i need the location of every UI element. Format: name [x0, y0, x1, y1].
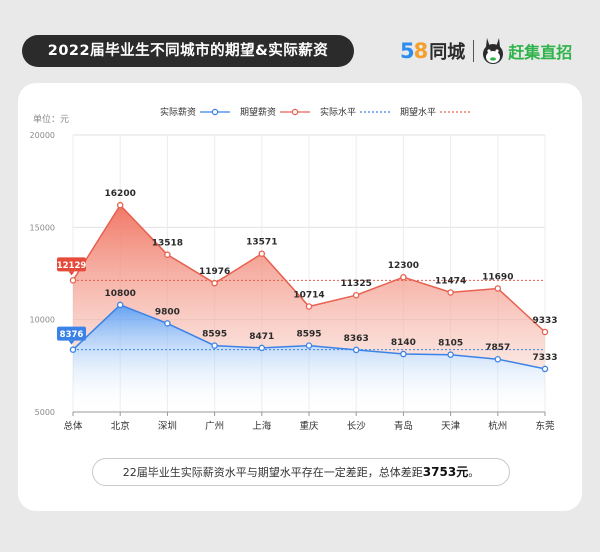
- brand-name: 同城: [429, 42, 466, 63]
- expected-salary-point: [164, 251, 171, 258]
- expected-salary-point: [116, 201, 124, 209]
- actual-salary-value-label: 8595: [202, 330, 227, 340]
- expected-overall-badge-bg: [57, 257, 86, 272]
- expected-salary-point: [400, 273, 407, 281]
- legend-label: 期望水平: [400, 106, 436, 118]
- actual-salary-point: [211, 342, 218, 349]
- expected-overall-badge-pointer: [68, 271, 75, 276]
- actual-salary-point: [305, 342, 313, 349]
- footnote-emphasis: 3753元: [422, 465, 469, 479]
- x-tick-label: 北京: [111, 420, 130, 432]
- expected-salary-point: [69, 277, 77, 284]
- expected-salary-value-label: 16200: [105, 189, 136, 199]
- x-tick-label: 上海: [252, 420, 272, 432]
- legend-label: 期望薪资: [240, 106, 276, 118]
- x-tick-label: 广州: [205, 420, 224, 432]
- legend-marker: [211, 108, 219, 116]
- expected-salary-point: [352, 291, 360, 299]
- footnote-end: 。: [468, 466, 480, 479]
- actual-salary-value-label: 7333: [532, 353, 557, 363]
- actual-salary-point: [116, 301, 124, 309]
- expected-salary-value-label: 11976: [199, 267, 230, 277]
- legend-label: 实际水平: [320, 106, 356, 118]
- actual-salary-area: [73, 304, 545, 412]
- actual-salary-point: [447, 351, 454, 358]
- expected-salary-point: [494, 285, 502, 292]
- y-unit-label: 单位：元: [33, 115, 70, 125]
- actual-salary-value-label: 10800: [105, 289, 136, 299]
- actual-salary-point: [400, 350, 407, 358]
- actual-salary-point: [69, 346, 77, 353]
- y-tick-label: 15000: [30, 223, 55, 232]
- expected-overall-badge: 12129: [57, 261, 87, 271]
- actual-salary-value-label: 9800: [155, 307, 180, 317]
- actual-salary-value-label: 8105: [438, 339, 463, 349]
- expected-salary-value-label: 9333: [532, 316, 557, 326]
- actual-salary-point: [258, 344, 266, 352]
- actual-overall-badge-bg: [57, 326, 86, 341]
- y-tick-label: 5000: [35, 408, 55, 417]
- actual-salary-value-label: 8140: [391, 338, 416, 348]
- x-tick-label: 天津: [441, 421, 461, 432]
- actual-overall-badge: 8376: [60, 330, 84, 340]
- x-tick-label: 杭州: [488, 420, 507, 432]
- y-tick-label: 10000: [30, 316, 55, 325]
- actual-salary-point: [352, 346, 360, 354]
- x-tick-label: 总体: [63, 420, 83, 432]
- actual-salary-value-label: 8595: [296, 330, 321, 340]
- expected-salary-value-label: 11474: [435, 276, 466, 286]
- legend-label: 实际薪资: [160, 106, 196, 118]
- expected-salary-point: [211, 279, 218, 287]
- expected-salary-point: [258, 250, 266, 257]
- brand-58-logo: 58: [400, 39, 428, 63]
- actual-salary-point: [541, 365, 549, 373]
- actual-salary-point: [164, 320, 171, 327]
- x-tick-label: 重庆: [299, 420, 319, 432]
- actual-salary-value-label: 7857: [485, 343, 510, 353]
- expected-salary-value-label: 11325: [341, 279, 372, 289]
- actual-salary-point: [494, 355, 502, 363]
- brand-logo-group: 58 同城 赶集直招: [400, 36, 572, 66]
- expected-salary-value-label: 13571: [246, 238, 277, 248]
- expected-salary-area: [73, 205, 545, 369]
- expected-salary-point: [447, 289, 454, 296]
- brand-partner: 赶集直招: [508, 43, 573, 62]
- expected-salary-point: [305, 303, 313, 310]
- expected-salary-value-label: 11690: [482, 272, 513, 282]
- footnote: 22届毕业生实际薪资水平与期望水平存在一定差距，总体差距3753元。: [92, 458, 510, 486]
- x-tick-label: 长沙: [347, 420, 367, 432]
- chart-title: 2022届毕业生不同城市的期望&实际薪资: [22, 35, 354, 67]
- expected-salary-value-label: 12300: [388, 261, 419, 271]
- actual-salary-value-label: 8471: [249, 332, 274, 342]
- x-tick-label: 深圳: [158, 421, 177, 432]
- y-tick-label: 20000: [30, 131, 55, 140]
- expected-salary-value-label: 10714: [293, 290, 324, 300]
- x-tick-label: 东莞: [535, 420, 555, 432]
- actual-salary-value-label: 8363: [344, 334, 369, 344]
- brand-divider: [473, 40, 475, 62]
- actual-overall-badge-pointer: [68, 340, 75, 345]
- expected-salary-point: [541, 328, 549, 336]
- x-tick-label: 青岛: [394, 420, 413, 432]
- footnote-text: 22届毕业生实际薪资水平与期望水平存在一定差距，总体差距: [122, 466, 423, 479]
- legend-marker: [291, 108, 299, 116]
- expected-salary-value-label: 13518: [152, 239, 183, 249]
- ganji-donkey-icon: [480, 36, 506, 66]
